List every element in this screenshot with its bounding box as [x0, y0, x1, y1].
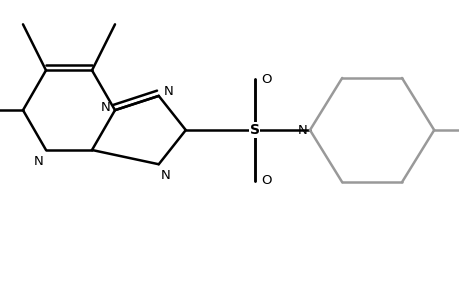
- Text: O: O: [260, 73, 271, 86]
- Text: N: N: [101, 101, 110, 114]
- Text: N: N: [34, 154, 44, 168]
- Text: S: S: [249, 123, 259, 137]
- Text: N: N: [297, 124, 307, 136]
- Text: N: N: [161, 169, 170, 182]
- Text: O: O: [260, 174, 271, 187]
- Text: N: N: [163, 85, 173, 98]
